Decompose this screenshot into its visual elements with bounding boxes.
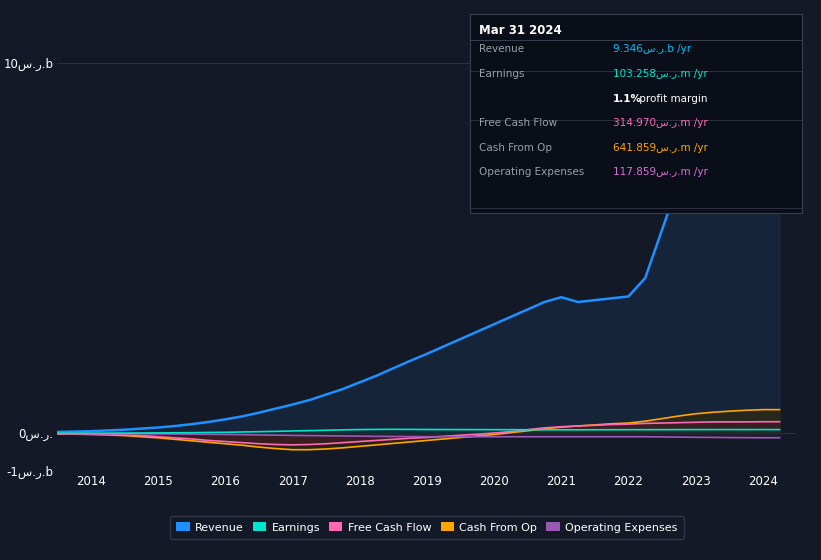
Text: Operating Expenses: Operating Expenses	[479, 167, 585, 178]
Text: Free Cash Flow: Free Cash Flow	[479, 118, 557, 128]
Text: 641.859س.ر.m /yr: 641.859س.ر.m /yr	[613, 143, 709, 153]
Text: 1.1%: 1.1%	[613, 94, 642, 104]
Text: Earnings: Earnings	[479, 69, 525, 79]
Text: 9.346س.ر.b /yr: 9.346س.ر.b /yr	[613, 44, 691, 54]
Text: Mar 31 2024: Mar 31 2024	[479, 24, 562, 37]
Text: profit margin: profit margin	[636, 94, 708, 104]
Text: 314.970س.ر.m /yr: 314.970س.ر.m /yr	[613, 118, 708, 128]
Legend: Revenue, Earnings, Free Cash Flow, Cash From Op, Operating Expenses: Revenue, Earnings, Free Cash Flow, Cash …	[170, 516, 684, 539]
Text: Revenue: Revenue	[479, 44, 525, 54]
Text: 117.859س.ر.m /yr: 117.859س.ر.m /yr	[613, 167, 709, 178]
Text: Cash From Op: Cash From Op	[479, 143, 553, 153]
Text: 103.258س.ر.m /yr: 103.258س.ر.m /yr	[613, 69, 708, 79]
